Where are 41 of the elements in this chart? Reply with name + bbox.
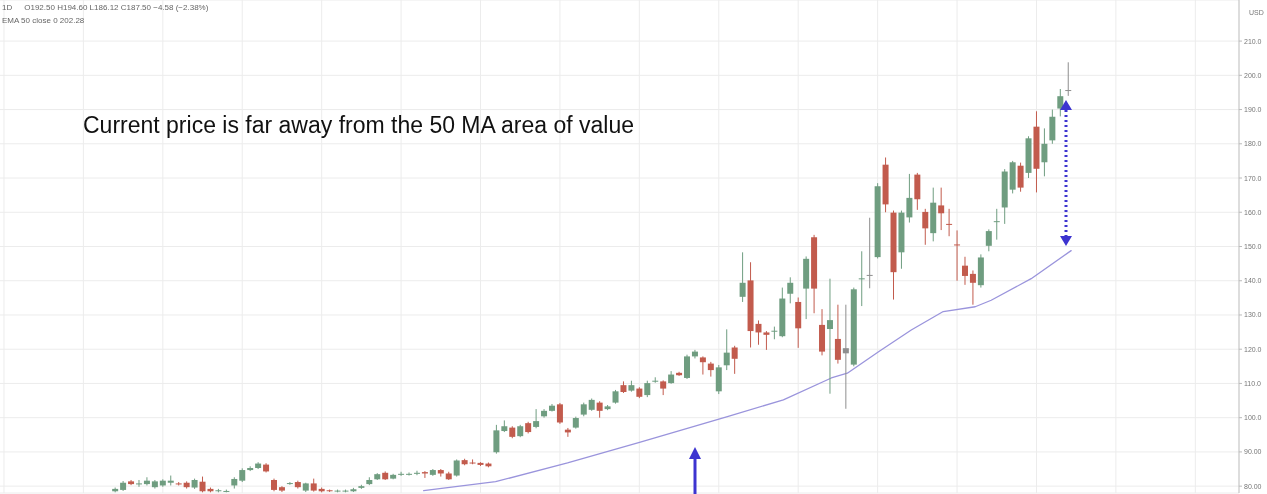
candlestick — [723, 328, 730, 371]
candlestick — [938, 187, 945, 231]
candlestick — [684, 354, 691, 380]
candlestick — [763, 330, 770, 351]
candlestick — [533, 408, 540, 429]
candlestick — [699, 355, 706, 376]
candlestick — [961, 256, 968, 286]
candlestick — [135, 479, 142, 488]
candlestick — [731, 345, 738, 375]
candlestick — [652, 376, 659, 384]
candlestick — [413, 470, 420, 476]
candlestick — [286, 481, 293, 486]
candlestick — [787, 276, 794, 304]
line-series — [423, 249, 1072, 492]
candlestick — [922, 208, 929, 246]
candlestick — [1041, 127, 1048, 177]
candlestick — [398, 471, 405, 477]
candlestick — [946, 208, 953, 237]
candlestick — [906, 173, 913, 224]
candlestick — [826, 278, 833, 395]
annotation: 1D — [2, 3, 13, 12]
candlestick — [858, 250, 865, 307]
candlestick — [1017, 162, 1024, 193]
candlestick — [985, 228, 992, 252]
candlestick — [493, 424, 500, 455]
candlestick — [954, 229, 961, 282]
candlestick — [556, 402, 563, 425]
candlestick — [842, 304, 849, 410]
annotation: Current price is far away from the 50 MA area of value — [83, 112, 634, 139]
candlestick — [1065, 61, 1072, 97]
candlestick — [715, 364, 722, 395]
annotation: O192.50 H194.60 L186.12 C187.50 −4.58 (−2.38%) — [24, 3, 209, 12]
candlestick — [993, 208, 1000, 241]
candlestick — [866, 217, 873, 289]
candlestick — [739, 251, 746, 303]
annotation: EMA 50 close 0 202.28 — [2, 16, 85, 25]
candlestick — [834, 304, 841, 365]
candlestick — [406, 471, 413, 477]
candlestick — [1057, 88, 1064, 117]
candlestick — [1049, 109, 1056, 145]
candlestick — [969, 269, 976, 306]
